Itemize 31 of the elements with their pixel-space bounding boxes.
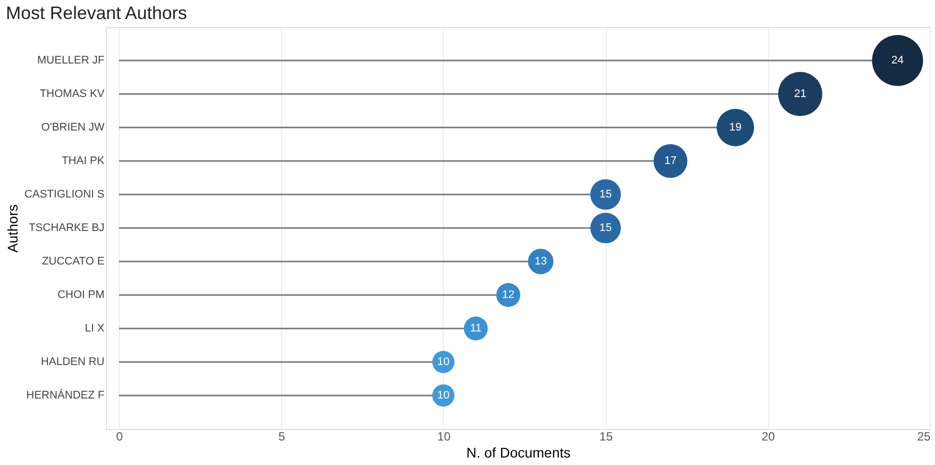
data-label: 11 <box>470 322 482 334</box>
x-tick-label: 15 <box>599 430 614 444</box>
x-axis-title: N. of Documents <box>466 444 571 460</box>
data-label: 12 <box>502 289 514 301</box>
data-label: 17 <box>664 155 677 167</box>
y-axis-title: Authors <box>4 204 20 253</box>
x-tick-label: 5 <box>278 430 286 444</box>
x-tick-label: 10 <box>437 430 451 444</box>
chart-title: Most Relevant Authors <box>6 3 188 23</box>
data-label: 15 <box>599 222 612 234</box>
data-label: 10 <box>437 390 450 402</box>
data-label: 13 <box>534 256 547 268</box>
x-tick-label: 25 <box>917 430 931 444</box>
y-tick-label: MUELLER JF <box>37 54 105 66</box>
data-label: 19 <box>729 122 742 134</box>
y-tick-label: HALDEN RU <box>40 356 105 368</box>
y-tick-label: TSCHARKE BJ <box>28 222 104 234</box>
data-label: 10 <box>437 356 450 368</box>
data-label: 24 <box>891 54 904 66</box>
x-tick-label: 0 <box>116 430 124 444</box>
y-tick-label: THOMAS KV <box>40 88 106 100</box>
data-label: 15 <box>599 188 612 200</box>
y-tick-label: CASTIGLIONI S <box>24 188 104 200</box>
y-tick-label: HERNÁNDEZ F <box>26 388 105 402</box>
y-tick-label: LI X <box>84 322 106 334</box>
y-tick-label: CHOI PM <box>57 289 104 301</box>
data-label: 21 <box>794 88 806 100</box>
y-tick-label: THAI PK <box>62 155 106 167</box>
y-tick-label: ZUCCATO E <box>42 256 104 268</box>
x-tick-label: 20 <box>762 430 776 444</box>
y-tick-label: O'BRIEN JW <box>41 122 106 134</box>
